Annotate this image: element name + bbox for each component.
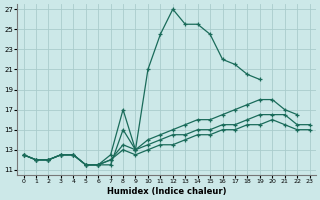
X-axis label: Humidex (Indice chaleur): Humidex (Indice chaleur) — [107, 187, 226, 196]
